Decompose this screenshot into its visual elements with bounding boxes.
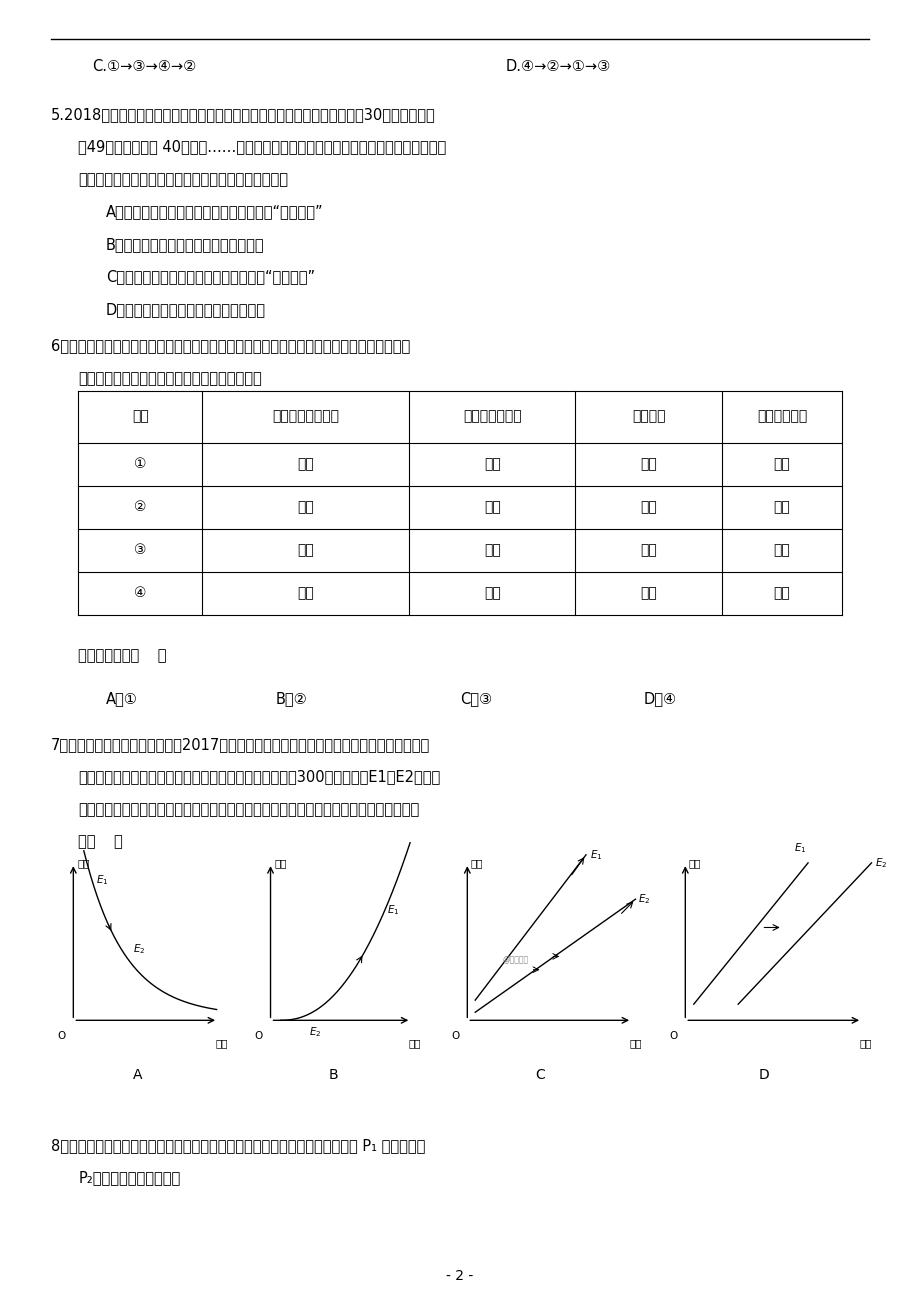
Text: 价格: 价格 [688, 858, 700, 868]
Text: 增加: 增加 [773, 500, 789, 514]
Text: 数量: 数量 [629, 1039, 641, 1048]
Text: 贴前后农产品的供给变化，不考虑其他因素，正确反映补贴前后该农产品供给变化的图示: 贴前后农产品的供给变化，不考虑其他因素，正确反映补贴前后该农产品供给变化的图示 [78, 802, 419, 818]
Text: 不变: 不变 [773, 457, 789, 471]
Text: 数量: 数量 [408, 1039, 421, 1048]
Text: 单位商品价值量: 单位商品价值量 [462, 410, 521, 423]
Text: O: O [450, 1031, 459, 1040]
Text: 社会必要劳动时间: 社会必要劳动时间 [272, 410, 339, 423]
Text: 降低: 降低 [483, 586, 500, 600]
Text: 協49元一斤，青椒 40元一斤……这些无污染的、高品质的有机蔬菜尽管价格很高，但仓: 協49元一斤，青椒 40元一斤……这些无污染的、高品质的有机蔬菜尽管价格很高，但… [78, 139, 446, 155]
Text: 增加: 增加 [640, 457, 656, 471]
Text: 增加: 增加 [640, 500, 656, 514]
Text: P₂时，下列判断正确的是: P₂时，下列判断正确的是 [78, 1170, 180, 1186]
Text: C．有机蔬菜的劳动耗费（价值）决定了“其价格高”: C．有机蔬菜的劳动耗费（价值）决定了“其价格高” [106, 270, 314, 285]
Text: A: A [133, 1068, 142, 1082]
Text: $E_1$: $E_1$ [793, 841, 805, 855]
Text: 8．下面两幅图中商品甲、乙是两种互不关联的普通商品。当两商品的价格均从 P₁ 同幅下降到: 8．下面两幅图中商品甲、乙是两种互不关联的普通商品。当两商品的价格均从 P₁ 同… [51, 1138, 425, 1154]
Text: 增加: 增加 [640, 586, 656, 600]
Text: 缩短: 缩短 [297, 500, 314, 514]
Text: $E_1$: $E_1$ [387, 904, 400, 918]
Text: 6．根据马克思的劳动价值理论，如果生产某种商品的社会劳动生产率提高，在其他条件不变: 6．根据马克思的劳动价值理论，如果生产某种商品的社会劳动生产率提高，在其他条件不… [51, 339, 409, 354]
Text: 价格: 价格 [274, 858, 287, 868]
Text: 降低: 降低 [640, 543, 656, 557]
Text: 其中正确的是（    ）: 其中正确的是（ ） [78, 648, 166, 664]
Text: B．②: B．② [276, 691, 308, 707]
Text: $E_2$: $E_2$ [874, 855, 887, 870]
Text: 降低: 降低 [483, 457, 500, 471]
Text: 7．根据财政部下发的《关于做好2017年国家农业综合开发产业化发展项目申报工作的通知》: 7．根据财政部下发的《关于做好2017年国家农业综合开发产业化发展项目申报工作的… [51, 737, 429, 753]
Text: O: O [57, 1031, 65, 1040]
Text: B．种植有机蔬菜的社会劳动生产率提高: B．种植有机蔬菜的社会劳动生产率提高 [106, 237, 264, 253]
Text: ①: ① [134, 457, 146, 471]
Text: $E_2$: $E_2$ [309, 1026, 322, 1039]
Text: 价格: 价格 [471, 858, 483, 868]
Text: 增加: 增加 [483, 543, 500, 557]
Text: 不变: 不变 [297, 586, 314, 600]
Text: $E_1$: $E_1$ [96, 872, 108, 887]
Text: A．①: A．① [106, 691, 138, 707]
Text: 序号: 序号 [131, 410, 149, 423]
Text: B: B [328, 1068, 338, 1082]
Text: 受消费者青睾。下列关于有机蔬菜的价格分析正确的是: 受消费者青睾。下列关于有机蔬菜的价格分析正确的是 [78, 172, 288, 187]
Text: D.④→②→①→③: D.④→②→①→③ [505, 59, 610, 74]
Text: 价格: 价格 [77, 858, 89, 868]
Text: 缩短: 缩短 [297, 457, 314, 471]
Text: 不变: 不变 [773, 543, 789, 557]
Text: D．④: D．④ [643, 691, 676, 707]
Text: @正确教育: @正确教育 [503, 956, 528, 965]
Text: 是（    ）: 是（ ） [78, 835, 123, 850]
Text: A．有机蔬菜的使用价值（高品质）决定了“其价格高”: A．有机蔬菜的使用价值（高品质）决定了“其价格高” [106, 204, 323, 220]
Text: 商品价值总量: 商品价值总量 [756, 410, 806, 423]
Text: 商品数量: 商品数量 [631, 410, 664, 423]
Text: C.①→③→④→②: C.①→③→④→② [92, 59, 196, 74]
Text: ②: ② [134, 500, 146, 514]
Text: C．③: C．③ [460, 691, 492, 707]
Text: D．有机蔬菜价格高所以得到消费者青睾: D．有机蔬菜价格高所以得到消费者青睾 [106, 302, 266, 318]
Text: $E_2$: $E_2$ [133, 943, 145, 956]
Text: $E_2$: $E_2$ [638, 892, 650, 906]
Text: 精神，种植、养殖基地和设施农业项目可申请补助数额为300万元。若用E1、E2表示补: 精神，种植、养殖基地和设施农业项目可申请补助数额为300万元。若用E1、E2表示… [78, 769, 440, 785]
Text: O: O [255, 1031, 263, 1040]
Text: 数量: 数量 [858, 1039, 871, 1048]
Text: 降低: 降低 [483, 500, 500, 514]
Text: 的情况下，与生产该商品相关的判断如下表所示: 的情况下，与生产该商品相关的判断如下表所示 [78, 371, 262, 387]
Text: 5.2018年十一期间，记者在武汉一家超市的有机蔬菜货架中注意到，西红柿30元一斤，胡萸: 5.2018年十一期间，记者在武汉一家超市的有机蔬菜货架中注意到，西红柿30元一… [51, 107, 435, 122]
Text: C: C [535, 1068, 545, 1082]
Text: 不变: 不变 [297, 543, 314, 557]
Text: - 2 -: - 2 - [446, 1269, 473, 1282]
Text: D: D [757, 1068, 768, 1082]
Text: 增加: 增加 [773, 586, 789, 600]
Text: $E_1$: $E_1$ [589, 848, 602, 862]
Text: ④: ④ [134, 586, 146, 600]
Text: 数量: 数量 [215, 1039, 228, 1048]
Text: ③: ③ [134, 543, 146, 557]
Text: O: O [668, 1031, 676, 1040]
